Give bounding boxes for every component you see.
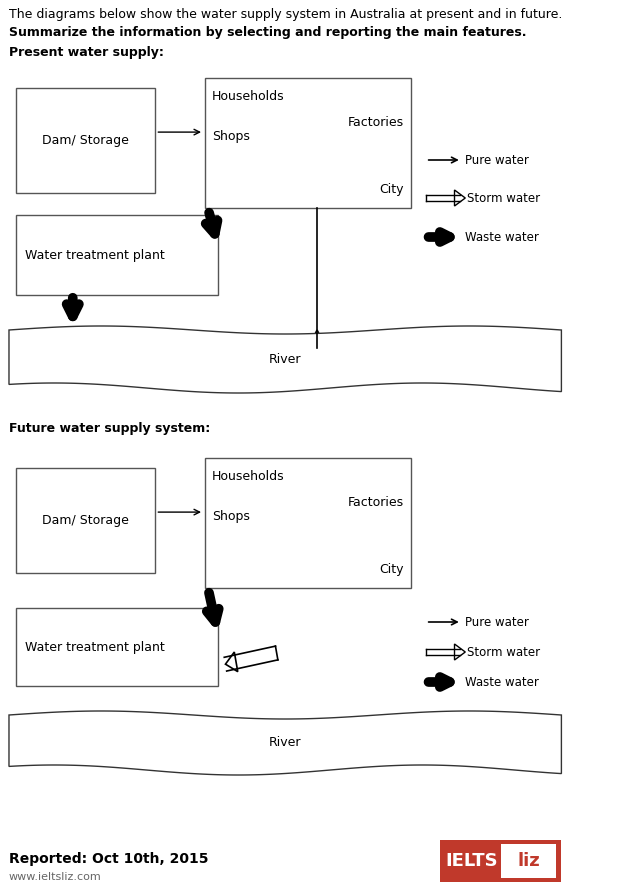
Text: Present water supply:: Present water supply: [9, 46, 164, 59]
Text: Reported: Oct 10th, 2015: Reported: Oct 10th, 2015 [9, 852, 209, 866]
Text: Water treatment plant: Water treatment plant [25, 248, 165, 262]
Text: Shops: Shops [212, 130, 250, 143]
Polygon shape [308, 330, 326, 348]
Bar [205, 78, 412, 208]
Text: Pure water: Pure water [465, 616, 529, 628]
Text: Factories: Factories [348, 116, 404, 129]
Polygon shape [9, 326, 561, 393]
Text: Households: Households [212, 90, 285, 103]
Bar [16, 215, 218, 295]
Text: IELTS: IELTS [445, 852, 498, 870]
Text: Households: Households [212, 470, 285, 483]
Text: Factories: Factories [348, 496, 404, 509]
Text: www.ieltsliz.com: www.ieltsliz.com [9, 872, 102, 882]
Polygon shape [454, 644, 465, 660]
Text: Waste water: Waste water [465, 230, 539, 244]
Text: liz: liz [517, 852, 540, 870]
Text: City: City [380, 183, 404, 196]
Polygon shape [9, 711, 561, 775]
Text: Storm water: Storm water [467, 645, 540, 659]
Text: River: River [269, 352, 301, 366]
Polygon shape [454, 190, 465, 206]
Text: The diagrams below show the water supply system in Australia at present and in f: The diagrams below show the water supply… [9, 8, 563, 21]
Text: Shops: Shops [212, 510, 250, 523]
Bar [16, 608, 218, 686]
Text: Waste water: Waste water [465, 676, 539, 688]
Text: City: City [380, 563, 404, 576]
Bar [16, 88, 156, 193]
Bar [440, 840, 561, 882]
Text: Future water supply system:: Future water supply system: [9, 422, 210, 435]
Text: Summarize the information by selecting and reporting the main features.: Summarize the information by selecting a… [9, 26, 527, 39]
Bar [501, 844, 556, 878]
Text: Water treatment plant: Water treatment plant [25, 641, 165, 653]
Bar [205, 458, 412, 588]
Polygon shape [225, 652, 238, 672]
Text: River: River [269, 736, 301, 748]
Text: Dam/ Storage: Dam/ Storage [42, 514, 129, 527]
Text: Storm water: Storm water [467, 192, 540, 204]
Text: Dam/ Storage: Dam/ Storage [42, 134, 129, 147]
Text: Pure water: Pure water [465, 153, 529, 167]
Bar [16, 468, 156, 573]
